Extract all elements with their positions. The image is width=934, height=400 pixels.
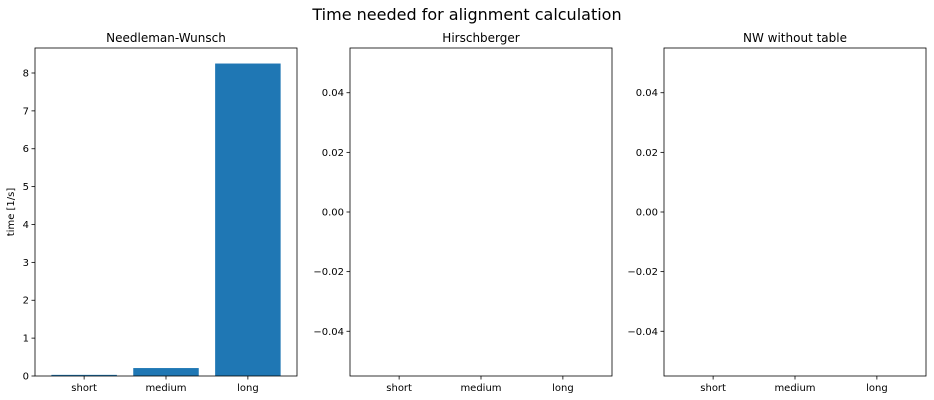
- y-tick-label: −0.02: [627, 267, 658, 278]
- y-tick-label: 0.02: [322, 148, 344, 159]
- x-tick-label: medium: [460, 383, 501, 394]
- axes-1: short medium long 0 1 2 3 4 5 6 7 8 Needleman-Wunsch…: [6, 31, 298, 394]
- y-tick-label: 8: [23, 68, 29, 79]
- x-tick-label: medium: [774, 383, 815, 394]
- x-tick-label: medium: [145, 383, 186, 394]
- y-tick-label: 1: [23, 334, 29, 345]
- axes-title: Needleman-Wunsch: [106, 31, 226, 45]
- y-tick-label: 0.02: [636, 148, 658, 159]
- y-tick-label: 2: [23, 296, 29, 307]
- y-tick-label: 0.00: [636, 208, 658, 219]
- axes-frame: [349, 47, 613, 377]
- x-tick-label: short: [71, 383, 97, 394]
- y-tick-label: 0.04: [636, 88, 658, 99]
- x-tick-label: short: [700, 383, 726, 394]
- y-tick-label: 3: [23, 258, 29, 269]
- x-tick-label: long: [866, 383, 888, 394]
- axes-title: Hirschberger: [442, 31, 519, 45]
- figure-title: Time needed for alignment calculation: [311, 5, 621, 24]
- axes-2: short medium long −0.04 −0.02 0.00 0.02 0.04 Hir…: [313, 31, 613, 394]
- y-tick-label: 0.00: [322, 208, 344, 219]
- y-tick-label: −0.04: [313, 327, 344, 338]
- x-tick-label: long: [552, 383, 574, 394]
- y-tick-label: 5: [23, 182, 29, 193]
- y-tick-label: 6: [23, 144, 29, 155]
- y-tick-label: 0.04: [322, 88, 344, 99]
- y-tick-label: −0.04: [627, 327, 658, 338]
- x-tick-label: long: [237, 383, 259, 394]
- bar-medium: [133, 368, 199, 376]
- axes-frame: [663, 47, 927, 377]
- axes-container: short medium long 0 1 2 3 4 5 6 7 8 Needleman-Wunsch…: [6, 31, 927, 394]
- y-tick-label: 0: [23, 372, 29, 383]
- y-axis-label: time [1/s]: [6, 188, 17, 237]
- x-tick-label: short: [386, 383, 412, 394]
- bar-long: [215, 63, 281, 376]
- bar-short: [51, 374, 117, 376]
- y-tick-label: 7: [23, 106, 29, 117]
- y-tick-label: −0.02: [313, 267, 344, 278]
- y-tick-label: 4: [23, 220, 29, 231]
- axes-title: NW without table: [743, 31, 847, 45]
- axes-3: short medium long −0.04 −0.02 0.00 0.02 0.04 NW …: [627, 31, 927, 394]
